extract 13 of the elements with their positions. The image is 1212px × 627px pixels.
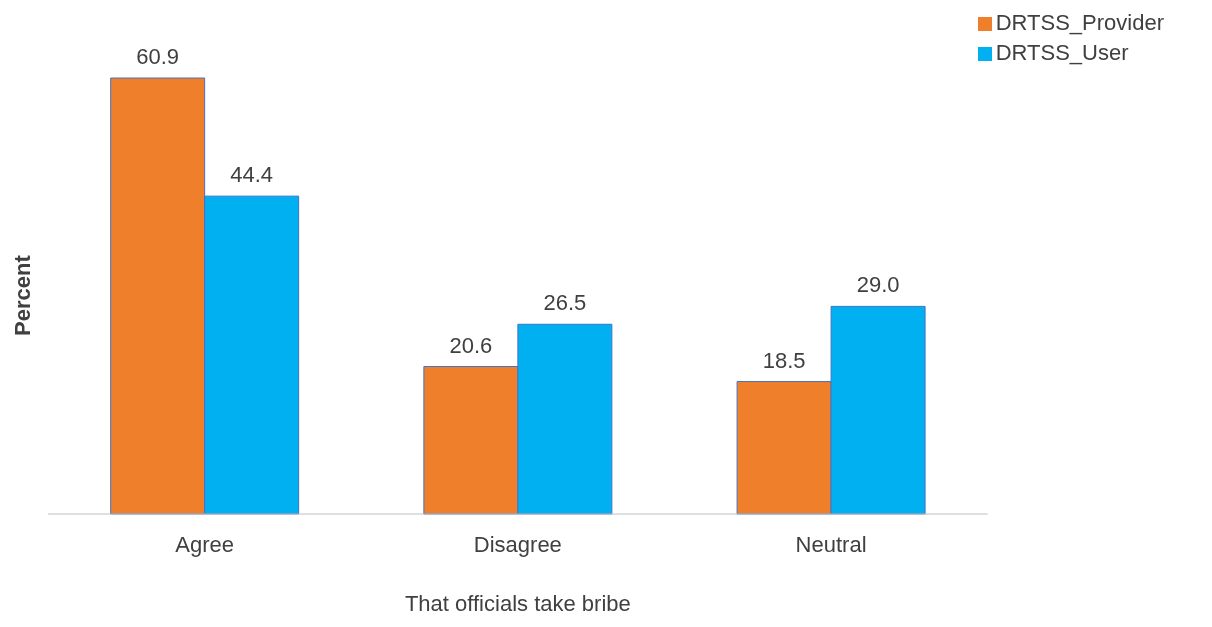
legend-label: DRTSS_Provider [995, 10, 1164, 35]
data-label: 20.6 [449, 332, 493, 358]
data-label: 26.5 [543, 290, 587, 316]
x-axis-title: That officials take bribe [404, 591, 631, 616]
data-label: 18.5 [762, 347, 806, 373]
legend-label: DRTSS_User [995, 40, 1129, 65]
y-axis-title: Percent [9, 254, 35, 336]
x-tick-label: Disagree [473, 531, 562, 557]
data-label: 29.0 [856, 272, 900, 298]
x-tick-label: Agree [175, 531, 234, 557]
x-tick-label: Neutral [795, 531, 867, 557]
data-label: 44.4 [230, 162, 274, 188]
data-label: 60.9 [136, 44, 180, 69]
